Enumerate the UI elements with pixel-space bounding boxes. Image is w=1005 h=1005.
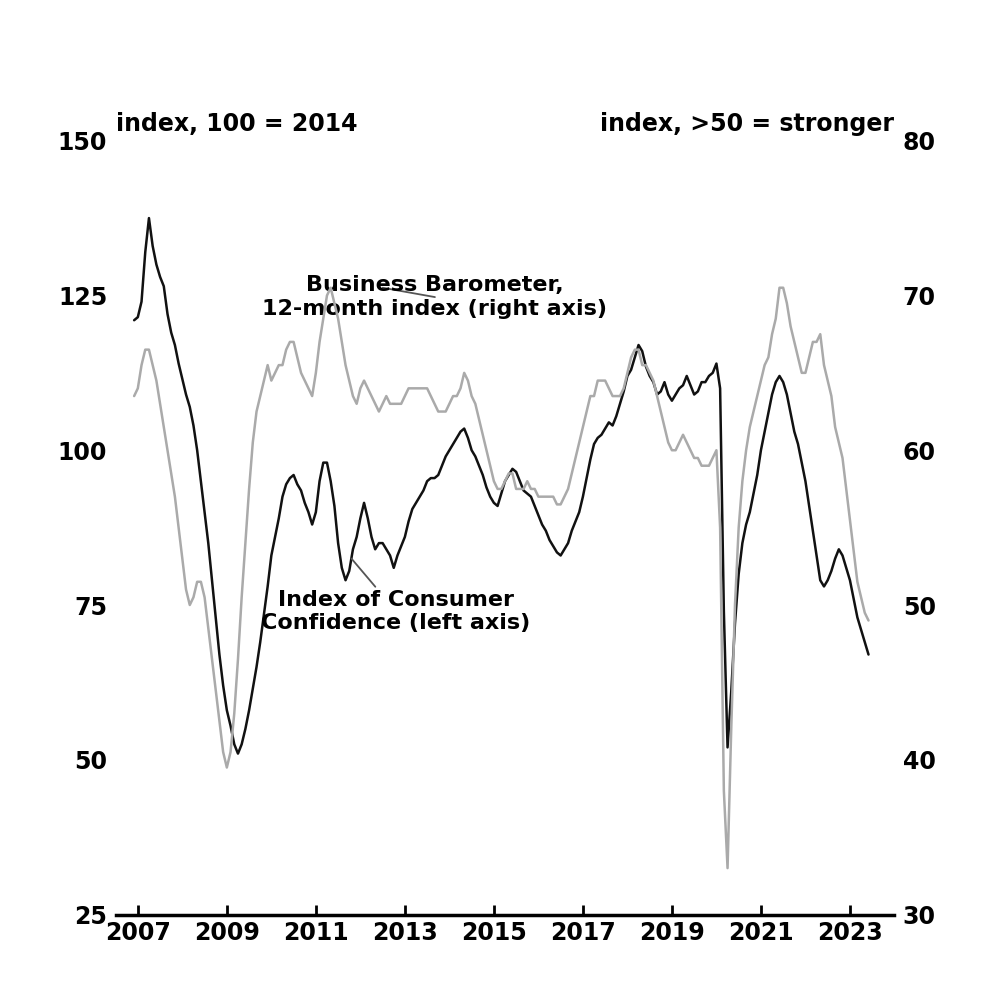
Text: index, 100 = 2014: index, 100 = 2014 [116, 112, 357, 136]
Text: Business Barometer,
12-month index (right axis): Business Barometer, 12-month index (righ… [262, 275, 607, 319]
Text: Index of Consumer
Confidence (left axis): Index of Consumer Confidence (left axis) [261, 559, 531, 633]
Text: index, >50 = stronger: index, >50 = stronger [600, 112, 894, 136]
